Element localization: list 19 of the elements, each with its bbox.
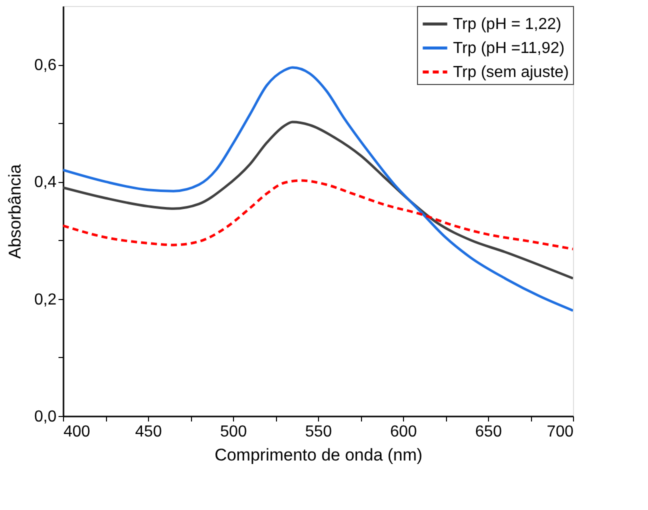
- x-tick-label: 400: [64, 424, 90, 440]
- x-tick-label: 700: [546, 424, 574, 440]
- legend-label: Trp (sem ajuste): [453, 64, 569, 81]
- legend-label: Trp (pH = 1,22): [453, 16, 562, 33]
- x-tick-label: 600: [390, 424, 417, 440]
- x-axis-title: Comprimento de onda (nm): [214, 446, 422, 464]
- x-tick-label: 550: [305, 424, 332, 440]
- y-tick-label: 0,4: [34, 174, 57, 192]
- x-tick-label: 450: [135, 424, 162, 440]
- legend-label: Trp (pH =11,92): [453, 40, 565, 57]
- line-series: [63, 66, 573, 312]
- x-tick-label: 650: [475, 424, 502, 440]
- y-axis-title: Absorbância: [5, 164, 24, 259]
- line-series: [63, 179, 573, 250]
- y-tick-label: 0,0: [34, 408, 57, 426]
- y-tick-label: 0,6: [34, 57, 57, 74]
- line-series: [63, 120, 573, 280]
- x-tick-label: 500: [220, 424, 247, 440]
- y-tick-label: 0,2: [34, 291, 57, 308]
